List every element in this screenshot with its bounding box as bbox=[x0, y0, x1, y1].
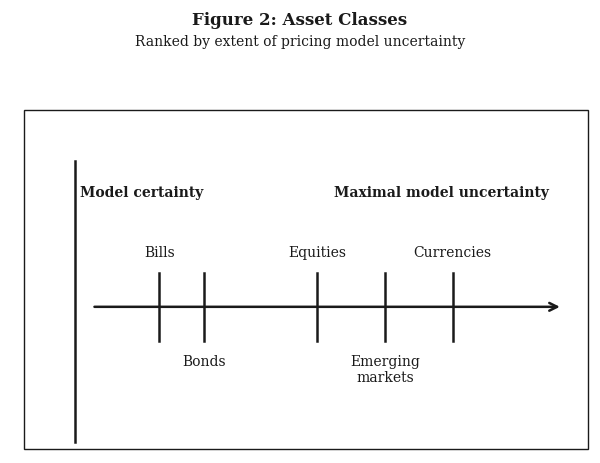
Text: Emerging
markets: Emerging markets bbox=[350, 355, 420, 385]
Text: Bills: Bills bbox=[144, 246, 175, 260]
Text: Figure 2: Asset Classes: Figure 2: Asset Classes bbox=[193, 12, 407, 29]
Text: Ranked by extent of pricing model uncertainty: Ranked by extent of pricing model uncert… bbox=[135, 35, 465, 49]
Text: Currencies: Currencies bbox=[413, 246, 492, 260]
Text: Model certainty: Model certainty bbox=[80, 186, 204, 200]
Text: Equities: Equities bbox=[288, 246, 346, 260]
Text: Bonds: Bonds bbox=[182, 355, 226, 369]
Text: Maximal model uncertainty: Maximal model uncertainty bbox=[334, 186, 548, 200]
